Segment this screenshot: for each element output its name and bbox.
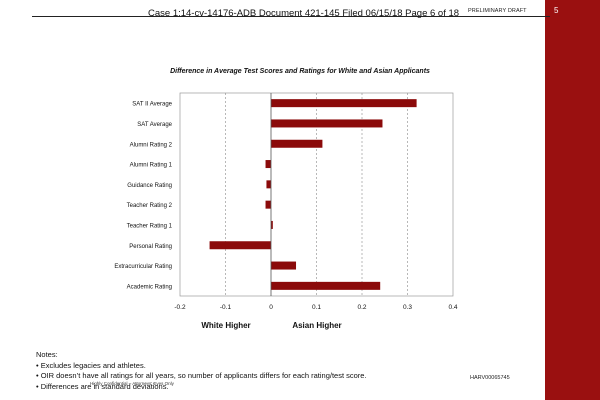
bar: [271, 139, 323, 148]
bar: [209, 241, 271, 250]
x-tick-label: -0.2: [174, 304, 186, 311]
note-item: • OIR doesn’t have all ratings for all y…: [36, 371, 367, 380]
case-header: Case 1:14-cv-14176-ADB Document 421-145 …: [148, 8, 460, 19]
notes-section: Notes: • Excludes legacies and athletes.…: [36, 350, 367, 392]
red-side-bar: [545, 0, 600, 400]
note-item: • Excludes legacies and athletes.: [36, 360, 146, 370]
bar: [271, 261, 297, 270]
bars-group: [209, 99, 417, 290]
bar: [265, 160, 271, 169]
asian-higher-label: Asian Higher: [292, 321, 341, 330]
category-labels: SAT II Average SAT Average Alumni Rating 2…: [114, 102, 172, 291]
x-tick-label: 0.3: [403, 304, 412, 311]
category-label: Extracurricular Rating: [114, 264, 172, 270]
bates-number: HARV00065745: [470, 375, 510, 381]
chart-title: Difference in Average Test Scores and Ra…: [170, 68, 430, 75]
header-rule: [32, 16, 550, 17]
category-label: Alumni Rating 2: [130, 142, 173, 148]
category-label: SAT Average: [137, 122, 172, 128]
confidential-stamp: Highly Confidential – Attorneys’ Eyes On…: [90, 381, 174, 386]
x-tick-label: 0.2: [357, 304, 366, 311]
category-label: Teacher Rating 2: [127, 203, 173, 209]
bar: [271, 119, 383, 128]
page-number: 5: [554, 6, 559, 15]
category-label: Teacher Rating 1: [127, 223, 173, 229]
x-tick-label: -0.1: [220, 304, 232, 311]
category-label: Personal Rating: [129, 244, 172, 250]
bar: [265, 200, 271, 209]
bar-chart: SAT II Average SAT Average Alumni Rating 2…: [114, 92, 458, 330]
x-tick-label: 0.1: [312, 304, 321, 311]
notes-heading: Notes:: [36, 350, 58, 359]
x-tick-labels: -0.2 -0.1 0 0.1 0.2 0.3 0.4: [174, 304, 457, 311]
category-label: Academic Rating: [127, 284, 172, 290]
bar: [271, 281, 381, 290]
bar: [271, 220, 273, 229]
category-label: Guidance Rating: [127, 183, 172, 189]
bar: [271, 99, 417, 108]
category-label: Alumni Rating 1: [130, 163, 173, 169]
x-tick-label: 0: [269, 304, 273, 311]
x-tick-label: 0.4: [448, 304, 457, 311]
category-label: SAT II Average: [132, 102, 172, 108]
note-item: • Differences are in standard deviations…: [36, 381, 169, 391]
bar: [266, 180, 271, 189]
preliminary-draft-label: PRELIMINARY DRAFT: [468, 8, 527, 14]
white-higher-label: White Higher: [201, 321, 250, 330]
grid-lines: [225, 93, 408, 296]
